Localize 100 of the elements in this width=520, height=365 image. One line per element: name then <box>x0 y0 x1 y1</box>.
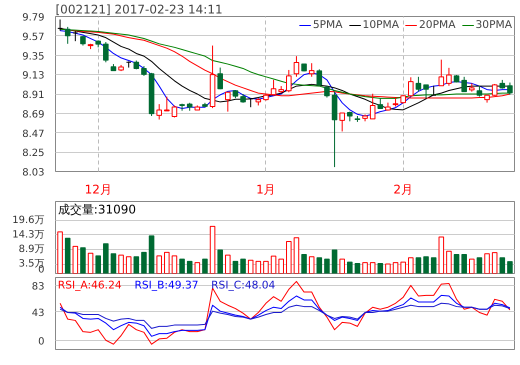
candlestick <box>217 67 223 90</box>
bar <box>461 254 467 274</box>
bar <box>118 254 124 274</box>
candlestick <box>164 96 170 112</box>
series-label: RSI_B:49.37 <box>134 278 199 292</box>
series-label: RSI_A:46.24 <box>58 278 122 292</box>
bar <box>332 249 338 274</box>
bar <box>362 262 368 274</box>
annotation: 成交量:31090 <box>58 202 136 216</box>
candlestick <box>378 98 384 110</box>
y-tick-label: 8.91 <box>22 90 44 101</box>
y-tick-label: 43 <box>32 308 45 319</box>
y-tick-label: 8.47 <box>22 128 44 140</box>
bar <box>202 258 208 274</box>
candlestick <box>172 104 178 118</box>
bar <box>416 257 422 274</box>
legend-label: 30PMA <box>476 18 512 31</box>
bar <box>385 264 391 274</box>
candlestick <box>156 104 162 120</box>
bar <box>270 256 276 274</box>
y-tick-label: 9.79 <box>22 12 44 24</box>
bar <box>370 262 376 274</box>
bar <box>156 255 162 274</box>
bar <box>294 237 300 274</box>
y-tick-label: 8.25 <box>22 148 44 160</box>
candlestick <box>72 30 78 42</box>
candlestick <box>430 85 436 96</box>
line-series <box>60 294 510 337</box>
bar <box>95 255 101 274</box>
candlestick <box>461 76 467 92</box>
y-tick-label: 8.69 <box>22 109 44 120</box>
y-tick-label: 19.6万 <box>12 214 44 226</box>
bar <box>469 258 475 274</box>
bar <box>248 260 254 274</box>
bar <box>64 238 70 274</box>
y-tick-label: 9.13 <box>22 70 44 82</box>
bar <box>179 258 185 274</box>
bar <box>256 260 262 274</box>
chart-title: [002121] 2017-02-23 14:11 <box>56 2 223 16</box>
x-tick-label: 2月 <box>393 182 414 196</box>
bar <box>88 252 94 274</box>
bar <box>232 260 238 274</box>
bar <box>148 235 154 274</box>
bar <box>316 257 322 274</box>
candlestick <box>507 82 513 96</box>
bar <box>339 258 345 274</box>
candlestick <box>416 76 422 92</box>
y-tick-label: 8.9万 <box>18 244 45 255</box>
bar <box>347 262 353 274</box>
candlestick <box>64 26 70 44</box>
bar <box>392 262 398 274</box>
candlestick <box>103 42 109 63</box>
candlestick <box>308 62 314 78</box>
candlestick <box>446 67 452 86</box>
candlestick <box>225 92 231 112</box>
x-tick-label: 12月 <box>84 182 112 196</box>
bar <box>500 257 506 274</box>
y-tick-label: 0 <box>38 336 45 348</box>
candlestick <box>339 112 345 132</box>
bar <box>240 258 246 274</box>
candlestick <box>316 68 322 86</box>
bar <box>408 257 414 274</box>
candlestick <box>324 85 330 98</box>
bar <box>400 262 406 274</box>
bar <box>103 243 109 274</box>
y-tick-label: 9.57 <box>22 32 44 43</box>
candlestick <box>347 111 353 122</box>
bar <box>507 261 513 274</box>
line-series <box>60 280 510 345</box>
bar <box>286 241 292 274</box>
bar <box>354 262 360 274</box>
bar <box>80 247 86 274</box>
bar <box>454 254 460 274</box>
bar <box>423 256 429 274</box>
candlestick <box>141 66 147 76</box>
y-tick-label: 14.3万 <box>12 229 44 240</box>
bar <box>301 254 307 274</box>
bar <box>438 236 444 274</box>
bar <box>476 257 482 274</box>
legend-label: 20PMA <box>419 18 456 31</box>
series-label: RSI_C:48.04 <box>211 278 276 292</box>
bar <box>57 231 63 274</box>
legend-label: 10PMA <box>362 18 400 31</box>
bar <box>141 252 147 274</box>
y-tick-label: 83 <box>32 281 45 292</box>
bar <box>484 253 490 274</box>
y-tick-label: 9.35 <box>22 51 44 62</box>
bar <box>378 262 384 274</box>
bar <box>72 246 78 274</box>
line-series <box>60 302 510 329</box>
bar <box>126 256 132 274</box>
bar <box>134 256 140 274</box>
bar <box>164 252 170 274</box>
bar <box>210 226 216 274</box>
y-tick-label: 8.03 <box>22 168 44 178</box>
bar <box>172 255 178 274</box>
bar <box>110 253 116 274</box>
bar <box>308 256 314 274</box>
bar <box>194 262 200 274</box>
candlestick <box>294 56 300 78</box>
